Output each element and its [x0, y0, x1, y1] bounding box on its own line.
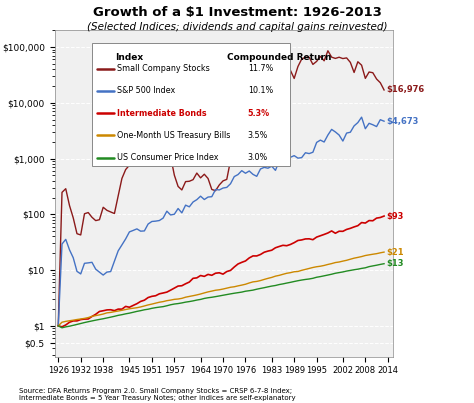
Text: Intermediate Bonds: Intermediate Bonds: [117, 109, 206, 118]
Text: 5.3%: 5.3%: [248, 109, 270, 118]
Text: One-Month US Treasury Bills: One-Month US Treasury Bills: [117, 131, 230, 140]
Text: Growth of a $1 Investment: 1926-2013: Growth of a $1 Investment: 1926-2013: [92, 6, 382, 19]
Text: US Consumer Price Index: US Consumer Price Index: [117, 153, 218, 162]
Text: Index: Index: [116, 53, 144, 62]
Text: S&P 500 Index: S&P 500 Index: [117, 86, 175, 96]
Text: 3.5%: 3.5%: [248, 131, 268, 140]
Text: (Selected Indices; dividends and capital gains reinvested): (Selected Indices; dividends and capital…: [87, 22, 387, 32]
Text: $21: $21: [386, 247, 403, 257]
Text: Compounded Return: Compounded Return: [228, 53, 332, 62]
Text: 3.0%: 3.0%: [248, 153, 268, 162]
Text: $93: $93: [386, 212, 403, 220]
Text: Source: DFA Returns Program 2.0. Small Company Stocks = CRSP 6-7-8 Index;
Interm: Source: DFA Returns Program 2.0. Small C…: [19, 388, 296, 401]
FancyBboxPatch shape: [92, 43, 290, 166]
Text: $16,976: $16,976: [386, 85, 424, 94]
Text: Small Company Stocks: Small Company Stocks: [117, 64, 210, 73]
Text: $13: $13: [386, 259, 403, 268]
Text: $4,673: $4,673: [386, 117, 419, 126]
Text: 11.7%: 11.7%: [248, 64, 273, 73]
Text: 10.1%: 10.1%: [248, 86, 273, 96]
